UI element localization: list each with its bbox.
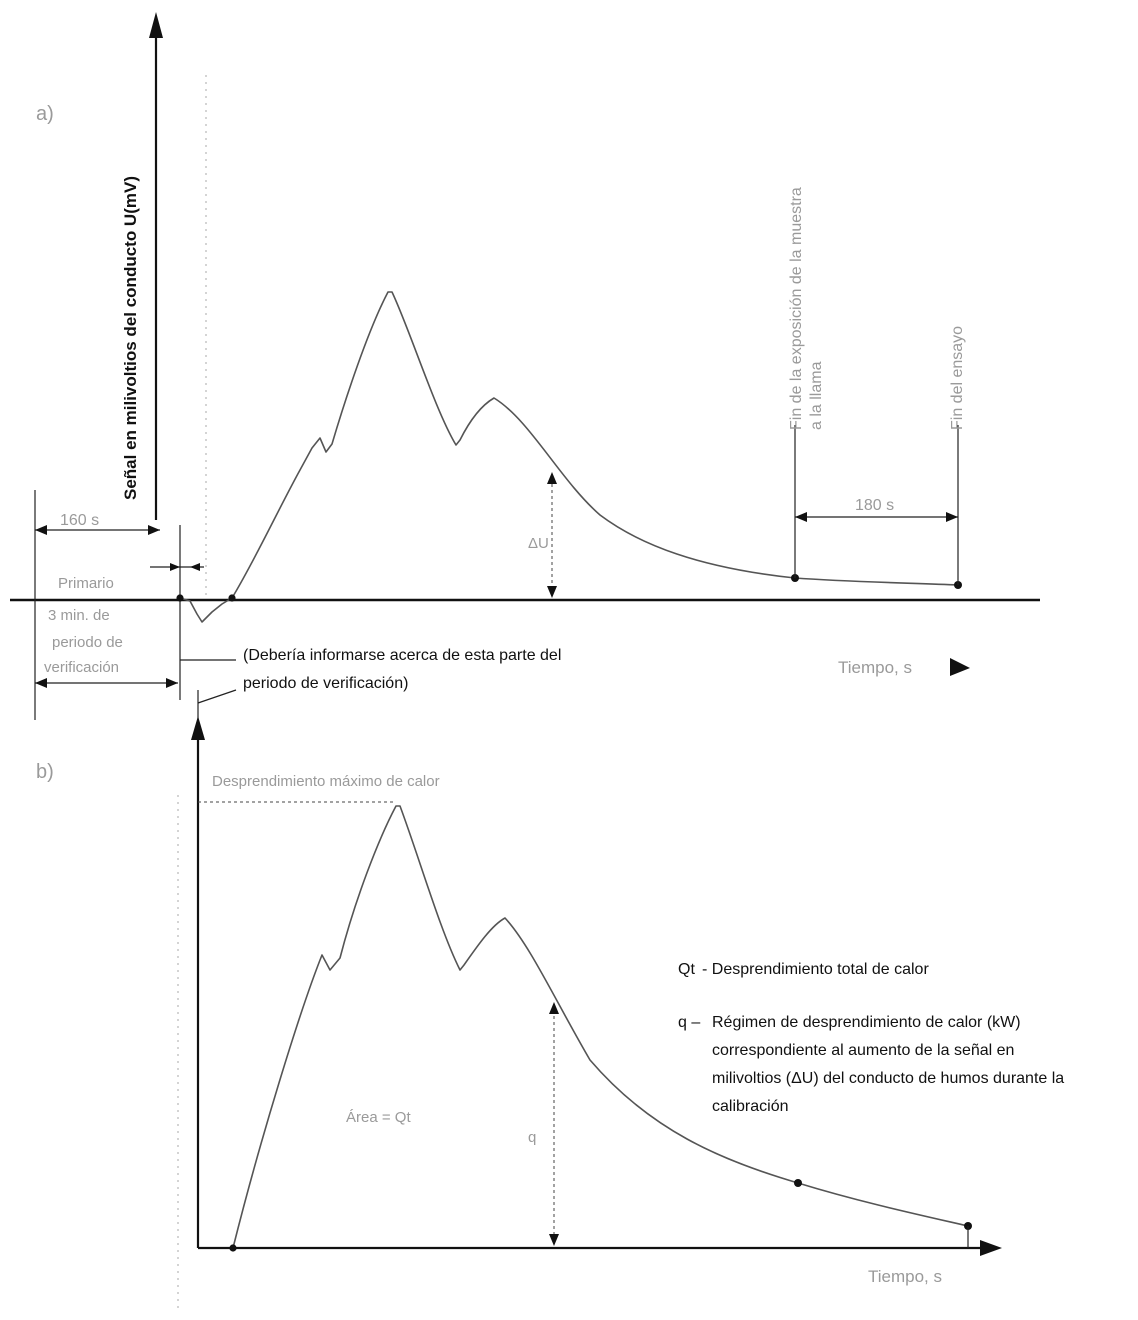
panel-b: b) Desprendimiento máximo de calor Tiemp… [36,716,1064,1310]
panel-a-small-dim-arrow-1 [170,563,180,571]
panel-b-x-axis-label: Tiempo, s [868,1267,942,1286]
panel-a-x-axis-label: Tiempo, s [838,658,912,677]
panel-a-y-axis-arrow [149,12,163,38]
legend-q-line-1: Régimen de desprendimiento de calor (kW) [712,1014,1021,1031]
panel-b-hrr-curve [232,805,969,1249]
legend-q-symbol: q – [678,1014,700,1031]
primary-period-line-4: verificación [44,659,119,676]
legend-q-line-4: calibración [712,1098,788,1115]
panel-b-y-axis-arrow [191,716,205,740]
legend-qt-text: - Desprendimiento total de calor [702,961,929,978]
end-test-label: Fin del ensayo [949,326,966,430]
primary-period-arrow-left [35,678,47,688]
primary-period-line-3: periodo de [52,634,123,651]
legend-q-line-3: milivoltios (ΔU) del conducto de humos d… [712,1070,1064,1087]
dim-180s-label: 180 s [855,497,894,514]
panel-a-small-dim-arrow-2 [190,563,200,571]
legend-q-line-2: correspondiente al aumento de la señal e… [712,1042,1014,1059]
note-leader-2 [197,689,237,704]
dim-180s-arrow-left [795,512,807,522]
panel-a-160s-arrow-right [148,525,160,535]
panel-b-point-start [229,1244,237,1252]
panel-a-y-axis-label: Señal en milivoltios del conducto U(mV) [121,176,140,500]
delta-u-arrow-top [547,472,557,484]
panel-a-x-axis-arrow [950,658,970,676]
panel-a-160s-arrow-left [35,525,47,535]
legend-qt-symbol: Qt [678,961,695,978]
panel-a-tag: a) [36,103,54,125]
panel-b-tag: b) [36,761,54,783]
delta-u-label: ΔU [528,535,549,552]
panel-b-x-axis-arrow [980,1240,1002,1256]
panel-b-q-arrow-bottom [549,1234,559,1246]
panel-b-area-label: Área = Qt [346,1109,411,1126]
panel-b-q-arrow-top [549,1002,559,1014]
primary-period-line-1: Primario [58,575,114,592]
delta-u-arrow-bottom [547,586,557,598]
panel-a-160s-label: 160 s [60,512,99,529]
note-line-1: (Debería informarse acerca de esta parte… [243,647,561,664]
primary-period-line-2: 3 min. de [48,607,110,624]
panel-b-peak-label: Desprendimiento máximo de calor [212,773,440,790]
end-exposure-label-1: Fin de la exposición de la muestra [788,187,805,430]
panel-a-point-rise [228,594,236,602]
end-exposure-label-2: a la llama [808,361,825,430]
dim-180s-arrow-right [946,512,958,522]
legend: Qt - Desprendimiento total de calor q – … [678,961,1064,1115]
panel-b-point-end-exposure [794,1179,802,1187]
panel-a-signal-curve [179,291,959,623]
panel-b-q-label: q [528,1129,536,1146]
note-line-2: periodo de verificación) [243,675,408,692]
panel-a-point-start [176,594,184,602]
panel-a: a) Señal en milivoltios del conducto U(m… [10,12,1040,755]
primary-period-arrow-right [166,678,178,688]
